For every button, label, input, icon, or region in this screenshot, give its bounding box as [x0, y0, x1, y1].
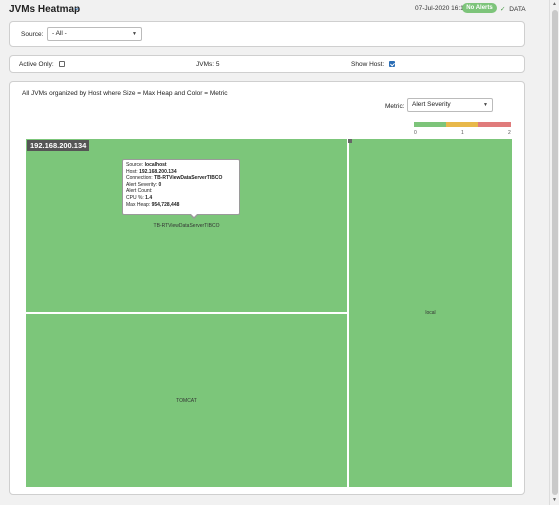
active-only-checkbox[interactable]	[58, 61, 65, 68]
legend-ticks: 0 1 2	[414, 130, 511, 138]
data-status: ✓ DATA	[500, 5, 526, 13]
triangle-down-icon: ▼	[483, 102, 488, 108]
alert-status-badge[interactable]: No Alerts	[462, 3, 497, 13]
scroll-up-icon[interactable]: ▲	[552, 1, 557, 7]
tooltip-label: Source:	[126, 162, 144, 168]
legend-segment-high	[478, 122, 511, 127]
tooltip-value: localhost	[144, 162, 167, 168]
source-panel: Source: - All - ▼	[9, 21, 525, 47]
show-host-checkbox[interactable]	[389, 61, 396, 68]
heatmap-description: All JVMs organized by Host where Size = …	[22, 90, 228, 97]
legend-tick: 0	[414, 130, 417, 136]
tooltip-value: 954,728,448	[151, 201, 180, 208]
page-scrollbar[interactable]: ▲ ▼	[549, 0, 559, 505]
tooltip-value: 0	[158, 181, 162, 188]
tooltip-label: Connection:	[126, 175, 153, 182]
header-bar: JVMs Heatmap ⌄ 07-Jul-2020 16:16 No Aler…	[0, 0, 549, 18]
jvm-count: JVMs: 5	[196, 61, 220, 68]
tooltip-label: Alert Severity:	[126, 181, 158, 188]
host-group-label: 192.168.200.134	[27, 140, 90, 151]
show-host-label: Show Host:	[351, 61, 385, 68]
page-title: JVMs Heatmap	[9, 4, 81, 15]
active-only-filter: Active Only:	[19, 61, 65, 68]
metric-label: Metric:	[385, 103, 405, 110]
heatmap-cell-label: local	[425, 310, 436, 316]
tooltip-label: CPU %:	[126, 194, 144, 201]
tooltip-value: 1.4	[145, 194, 153, 201]
tooltip-label: Alert Count:	[126, 188, 153, 195]
heatmap-cell[interactable]: TOMCAT	[25, 313, 348, 488]
chevron-down-icon[interactable]: ⌄	[73, 2, 81, 12]
scrollbar-thumb[interactable]	[552, 10, 558, 495]
active-only-label: Active Only:	[19, 61, 54, 68]
source-select[interactable]: - All - ▼	[47, 27, 142, 41]
legend-segment-mid	[446, 122, 478, 127]
datetime-label: 07-Jul-2020 16:16	[415, 5, 468, 12]
tooltip-pointer	[190, 214, 198, 219]
scroll-down-icon[interactable]: ▼	[552, 497, 557, 503]
data-status-label: DATA	[509, 6, 526, 13]
heatmap-tooltip: Source: localhost Host: 192.168.200.134 …	[122, 159, 240, 215]
tooltip-label: Host:	[126, 168, 138, 175]
heatmap: 192.168.200.134 TB-RTViewDataServerTIBCO…	[25, 138, 513, 488]
metric-select-value: Alert Severity	[412, 101, 451, 108]
show-host-filter: Show Host:	[351, 61, 396, 68]
heatmap-cell-label: TOMCAT	[176, 397, 197, 404]
metric-select[interactable]: Alert Severity ▼	[407, 98, 493, 112]
source-label: Source:	[21, 31, 44, 38]
heatmap-cell[interactable]: local	[348, 138, 513, 488]
tooltip-value: TB-RTViewDataServerTIBCO	[154, 175, 223, 182]
color-legend	[414, 122, 511, 127]
legend-tick: 2	[508, 130, 511, 136]
filters-panel: Active Only: JVMs: 5 Show Host:	[9, 55, 525, 73]
legend-tick: 1	[461, 130, 464, 136]
heatmap-panel: All JVMs organized by Host where Size = …	[9, 81, 525, 495]
triangle-down-icon: ▼	[132, 31, 137, 37]
source-select-value: - All -	[52, 30, 67, 37]
tooltip-label: Max Heap:	[126, 201, 151, 208]
host-group-marker	[348, 139, 352, 143]
tooltip-value: 192.168.200.134	[139, 168, 177, 175]
heatmap-cell-label: TB-RTViewDataServerTIBCO	[153, 223, 220, 229]
check-icon: ✓	[500, 6, 506, 13]
legend-segment-low	[414, 122, 446, 127]
